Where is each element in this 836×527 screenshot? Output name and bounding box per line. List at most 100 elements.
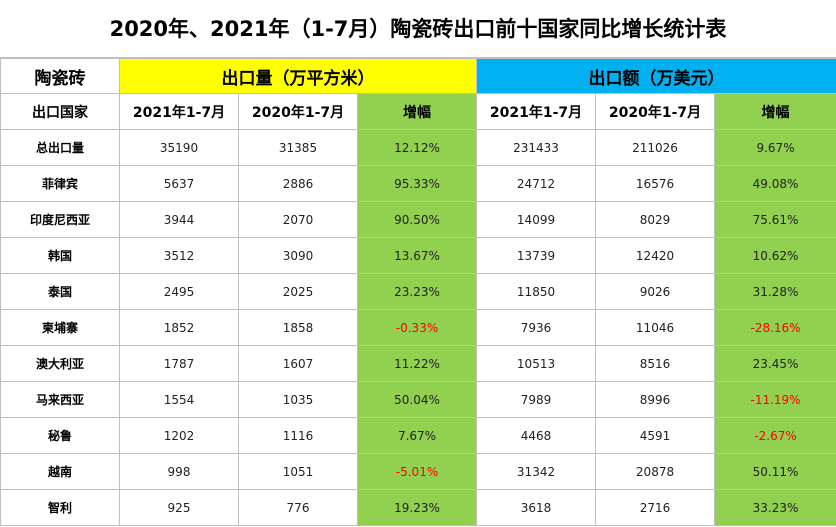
- value-group-header: 出口额（万美元）: [476, 58, 836, 94]
- table-row: 菲律宾 5637 2886 95.33% 24712 16576 49.08%: [0, 165, 836, 202]
- value-2021-header: 2021年1-7月: [476, 93, 597, 130]
- volume-growth-cell: 50.04%: [356, 381, 478, 418]
- volume-growth-cell: 23.23%: [356, 273, 478, 310]
- volume-2021-cell: 1852: [119, 309, 239, 346]
- value-2020-cell: 8516: [595, 345, 716, 382]
- country-cell: 越南: [0, 453, 120, 490]
- value-growth-cell: -28.16%: [714, 309, 836, 346]
- value-2021-cell: 31342: [476, 453, 597, 490]
- volume-growth-cell: -5.01%: [356, 453, 478, 490]
- country-cell: 菲律宾: [0, 165, 120, 202]
- value-2020-header: 2020年1-7月: [595, 93, 716, 130]
- volume-2020-cell: 776: [238, 489, 358, 526]
- table-title: 2020年、2021年（1-7月）陶瓷砖出口前十国家同比增长统计表: [0, 0, 836, 58]
- country-cell: 马来西亚: [0, 381, 120, 418]
- value-2021-cell: 4468: [476, 417, 597, 454]
- volume-growth-header: 增幅: [356, 93, 478, 130]
- country-cell: 韩国: [0, 237, 120, 274]
- volume-2021-cell: 5637: [119, 165, 239, 202]
- volume-2021-cell: 998: [119, 453, 239, 490]
- value-growth-cell: 75.61%: [714, 201, 836, 238]
- volume-growth-cell: 11.22%: [356, 345, 478, 382]
- volume-growth-cell: 19.23%: [356, 489, 478, 526]
- volume-growth-cell: 12.12%: [356, 129, 478, 166]
- table-row: 澳大利亚 1787 1607 11.22% 10513 8516 23.45%: [0, 345, 836, 382]
- table-row: 韩国 3512 3090 13.67% 13739 12420 10.62%: [0, 237, 836, 274]
- volume-2021-header: 2021年1-7月: [119, 93, 239, 130]
- value-growth-cell: -11.19%: [714, 381, 836, 418]
- volume-group-header: 出口量（万平方米）: [118, 58, 478, 94]
- value-growth-cell: 33.23%: [714, 489, 836, 526]
- table-row: 印度尼西亚 3944 2070 90.50% 14099 8029 75.61%: [0, 201, 836, 238]
- country-cell: 柬埔寨: [0, 309, 120, 346]
- volume-2021-cell: 2495: [119, 273, 239, 310]
- volume-2021-cell: 925: [119, 489, 239, 526]
- value-2020-cell: 2716: [595, 489, 716, 526]
- volume-growth-cell: -0.33%: [356, 309, 478, 346]
- value-growth-cell: 49.08%: [714, 165, 836, 202]
- volume-2020-cell: 1035: [238, 381, 358, 418]
- table-row: 总出口量 35190 31385 12.12% 231433 211026 9.67%: [0, 129, 836, 166]
- value-2021-cell: 7936: [476, 309, 597, 346]
- value-2021-cell: 10513: [476, 345, 597, 382]
- volume-growth-cell: 90.50%: [356, 201, 478, 238]
- value-growth-cell: 23.45%: [714, 345, 836, 382]
- header-row-columns: 出口国家 2021年1-7月 2020年1-7月 增幅 2021年1-7月 20…: [0, 93, 836, 130]
- value-2020-cell: 8029: [595, 201, 716, 238]
- value-growth-cell: 50.11%: [714, 453, 836, 490]
- volume-2020-cell: 2886: [238, 165, 358, 202]
- header-row-groups: 陶瓷砖 出口量（万平方米） 出口额（万美元）: [0, 58, 836, 94]
- country-cell: 泰国: [0, 273, 120, 310]
- value-2021-cell: 7989: [476, 381, 597, 418]
- table-row: 秘鲁 1202 1116 7.67% 4468 4591 -2.67%: [0, 417, 836, 454]
- volume-2020-cell: 3090: [238, 237, 358, 274]
- volume-growth-cell: 7.67%: [356, 417, 478, 454]
- value-2020-cell: 4591: [595, 417, 716, 454]
- volume-2021-cell: 1554: [119, 381, 239, 418]
- country-cell: 澳大利亚: [0, 345, 120, 382]
- volume-2021-cell: 35190: [119, 129, 239, 166]
- value-2021-cell: 24712: [476, 165, 597, 202]
- value-growth-cell: 9.67%: [714, 129, 836, 166]
- value-growth-cell: 31.28%: [714, 273, 836, 310]
- country-cell: 秘鲁: [0, 417, 120, 454]
- corner-header: 陶瓷砖: [0, 58, 120, 94]
- value-growth-cell: -2.67%: [714, 417, 836, 454]
- volume-2020-cell: 1116: [238, 417, 358, 454]
- value-2021-cell: 3618: [476, 489, 597, 526]
- value-2020-cell: 12420: [595, 237, 716, 274]
- volume-2020-cell: 1051: [238, 453, 358, 490]
- table-row: 马来西亚 1554 1035 50.04% 7989 8996 -11.19%: [0, 381, 836, 418]
- value-2021-cell: 14099: [476, 201, 597, 238]
- value-2021-cell: 11850: [476, 273, 597, 310]
- volume-2021-cell: 1787: [119, 345, 239, 382]
- table-row: 越南 998 1051 -5.01% 31342 20878 50.11%: [0, 453, 836, 490]
- volume-growth-cell: 13.67%: [356, 237, 478, 274]
- value-2020-cell: 20878: [595, 453, 716, 490]
- value-2020-cell: 11046: [595, 309, 716, 346]
- value-2020-cell: 211026: [595, 129, 716, 166]
- country-column-header: 出口国家: [0, 93, 120, 130]
- table-row: 柬埔寨 1852 1858 -0.33% 7936 11046 -28.16%: [0, 309, 836, 346]
- country-cell: 总出口量: [0, 129, 120, 166]
- value-growth-cell: 10.62%: [714, 237, 836, 274]
- export-stats-table: 陶瓷砖 出口量（万平方米） 出口额（万美元） 出口国家 2021年1-7月 20…: [0, 58, 836, 526]
- volume-2021-cell: 1202: [119, 417, 239, 454]
- value-2020-cell: 8996: [595, 381, 716, 418]
- value-growth-header: 增幅: [714, 93, 836, 130]
- value-2021-cell: 231433: [476, 129, 597, 166]
- volume-2020-cell: 1607: [238, 345, 358, 382]
- volume-2020-cell: 1858: [238, 309, 358, 346]
- table-row: 智利 925 776 19.23% 3618 2716 33.23%: [0, 489, 836, 526]
- country-cell: 印度尼西亚: [0, 201, 120, 238]
- value-2021-cell: 13739: [476, 237, 597, 274]
- volume-2021-cell: 3944: [119, 201, 239, 238]
- value-2020-cell: 9026: [595, 273, 716, 310]
- table-row: 泰国 2495 2025 23.23% 11850 9026 31.28%: [0, 273, 836, 310]
- volume-2020-cell: 2025: [238, 273, 358, 310]
- volume-2020-cell: 2070: [238, 201, 358, 238]
- volume-2021-cell: 3512: [119, 237, 239, 274]
- country-cell: 智利: [0, 489, 120, 526]
- volume-growth-cell: 95.33%: [356, 165, 478, 202]
- volume-2020-header: 2020年1-7月: [238, 93, 358, 130]
